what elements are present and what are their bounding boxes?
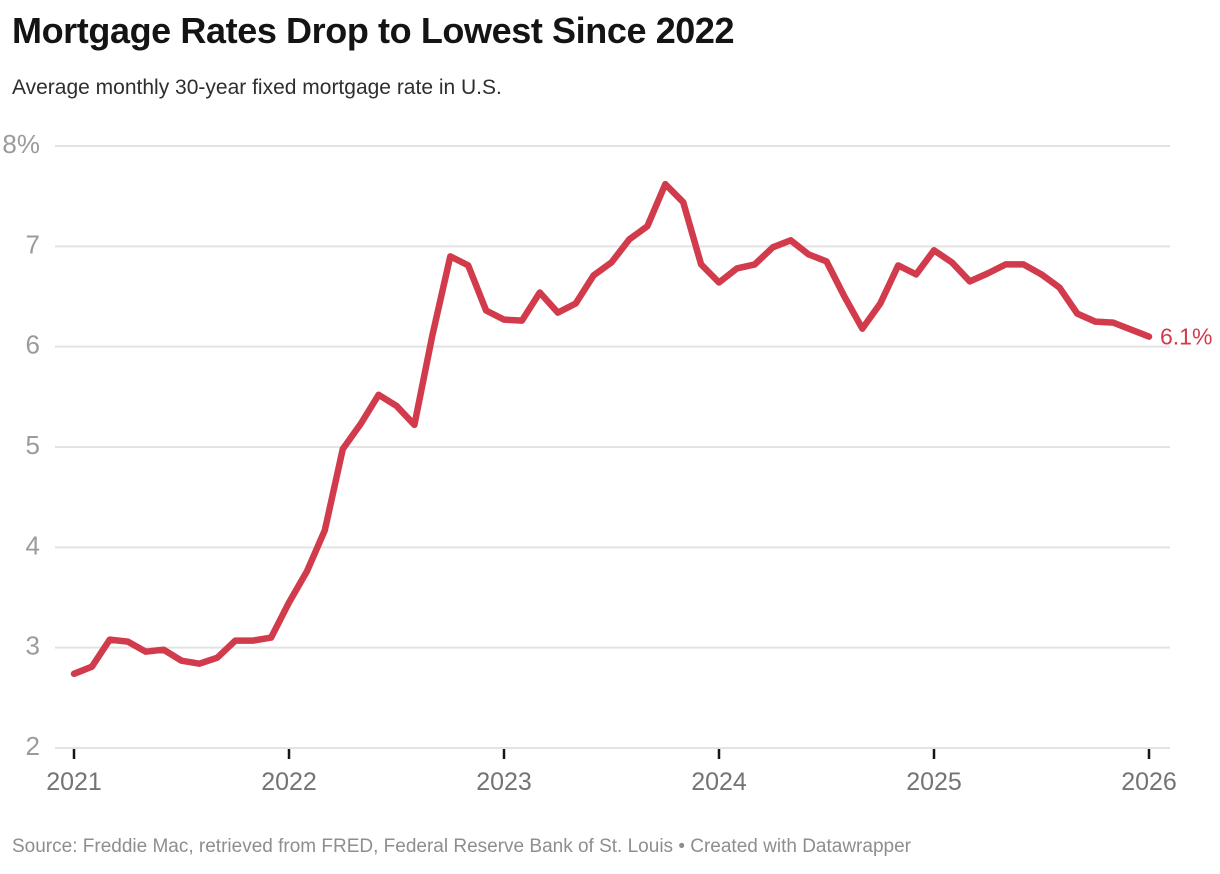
y-axis-label: 5 [26, 430, 40, 460]
source-caption: Source: Freddie Mac, retrieved from FRED… [12, 836, 911, 857]
x-axis-label: 2025 [906, 768, 962, 796]
chart-title: Mortgage Rates Drop to Lowest Since 2022 [12, 10, 735, 51]
y-axis-label: 3 [26, 631, 40, 661]
y-axis-label: 2 [26, 731, 40, 761]
chart-subtitle: Average monthly 30-year fixed mortgage r… [12, 76, 502, 99]
x-axis-label: 2023 [476, 768, 532, 796]
rate-line [70, 180, 1153, 678]
y-axis-label: 8% [2, 129, 40, 159]
latest-value-label: 6.1% [1160, 324, 1212, 350]
x-axis-label: 2021 [46, 768, 102, 796]
x-axis-label: 2022 [261, 768, 317, 796]
x-axis-label: 2024 [691, 768, 747, 796]
y-axis-label: 7 [26, 229, 40, 259]
x-axis-label: 2026 [1121, 768, 1177, 796]
y-axis-label: 4 [26, 530, 40, 560]
y-axis-label: 6 [26, 330, 40, 360]
